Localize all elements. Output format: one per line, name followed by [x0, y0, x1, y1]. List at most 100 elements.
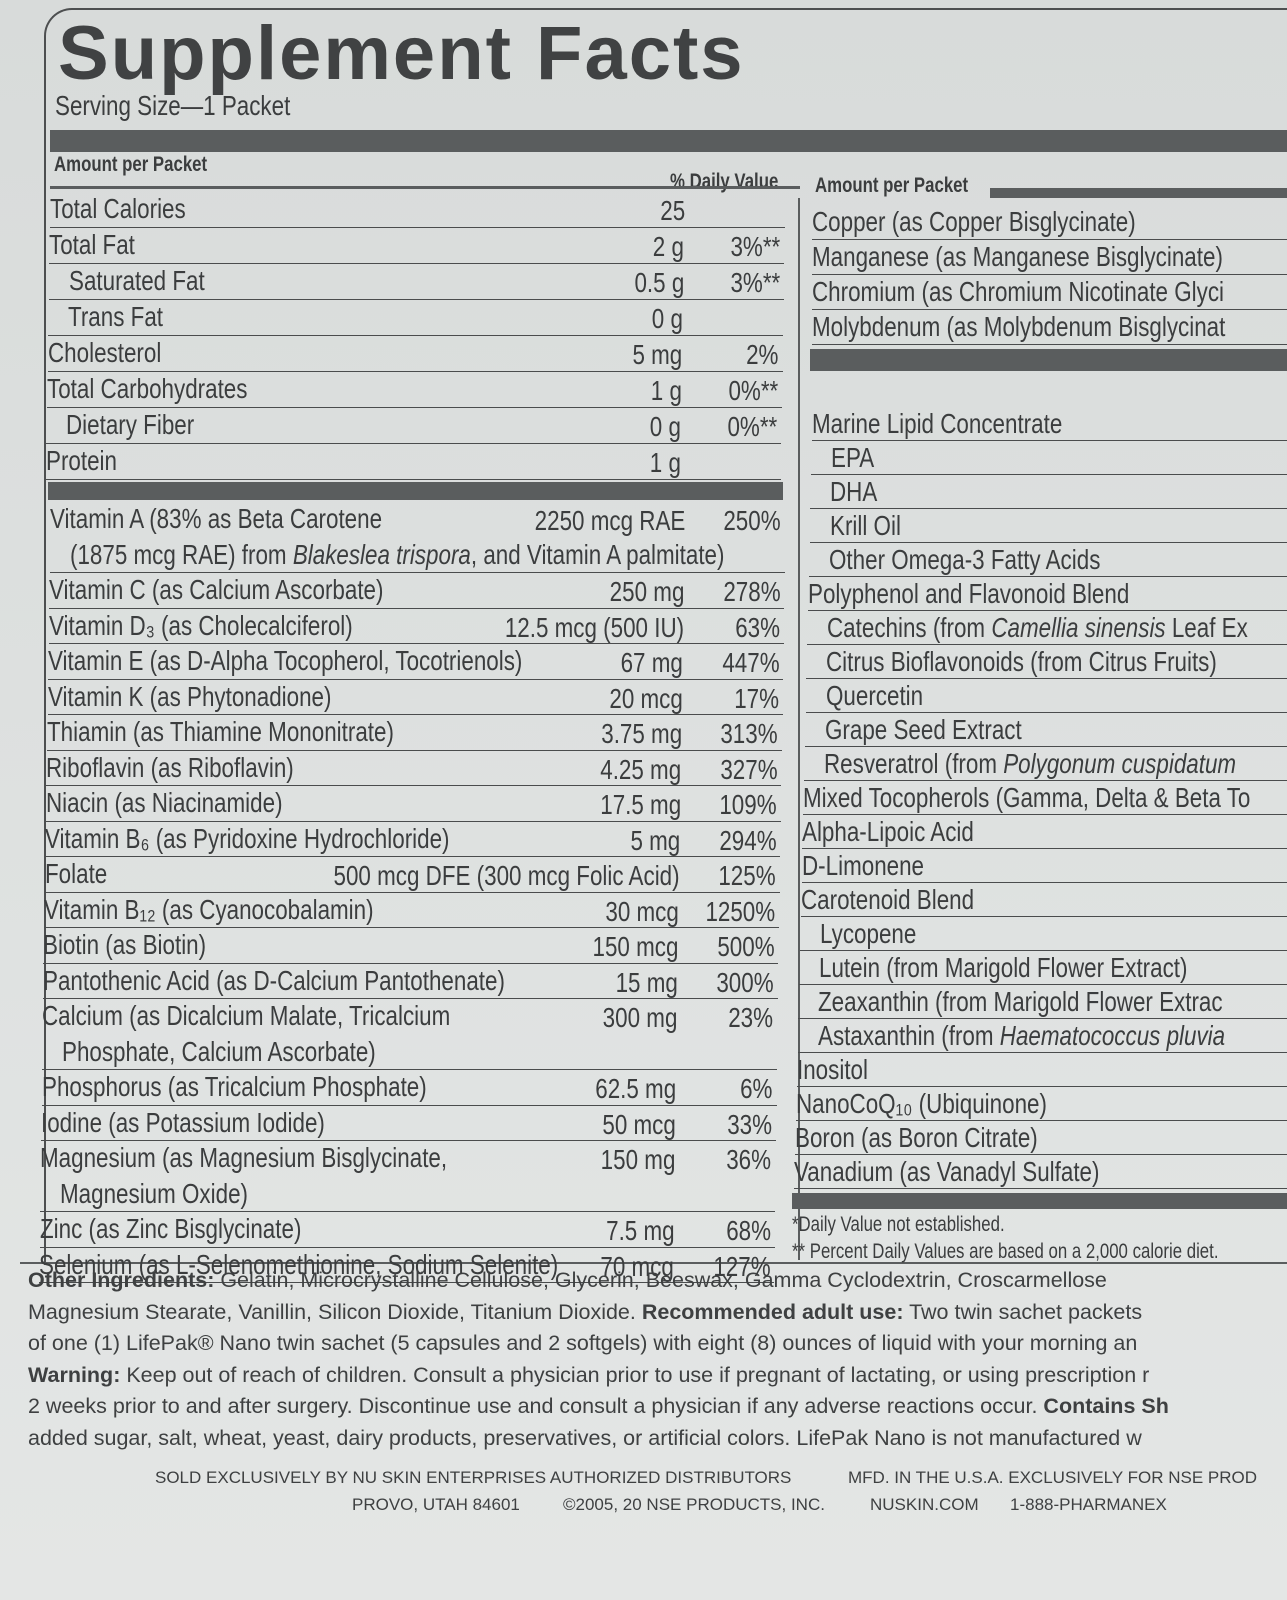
- daily-value: 6%: [732, 1072, 772, 1106]
- name-segment: Selenium (as L-Selenomethionine, Sodium …: [39, 1248, 559, 1280]
- dv-text: 109%: [719, 789, 777, 820]
- dv-text: 278%: [723, 576, 781, 607]
- name-line: Biotin (as Biotin): [43, 928, 206, 962]
- amount: 67 mg: [605, 646, 683, 680]
- name-segment: Vitamin D₃ (as Cholecalciferol): [48, 609, 353, 641]
- name-line: Vitamin B₁₂ (as Cyanocobalamin): [44, 893, 374, 927]
- daily-value: 1250%: [688, 895, 775, 929]
- ingredient-name: Grape Seed Extract: [825, 713, 1071, 747]
- name-line: Other Omega-3 Fatty Acids: [829, 543, 1100, 577]
- name-line: Vitamin D₃ (as Cholecalciferol): [49, 609, 353, 643]
- amount-text: 150 mcg: [592, 931, 679, 962]
- amount-text: 67 mg: [620, 647, 684, 678]
- ingredient-row: Molybdenum (as Molybdenum Bisglycinat: [812, 310, 1287, 345]
- ingredient-name: Manganese (as Manganese Bisglycinate): [812, 240, 1287, 274]
- amount: 12.5 mcg (500 IU): [460, 611, 684, 645]
- ingredient-row: NanoCoQ₁₀ (Ubiquinone): [796, 1087, 1287, 1121]
- amount-text: 3.75 mg: [601, 718, 682, 749]
- ingredient-name: EPA: [831, 441, 885, 475]
- name-line: Chromium (as Chromium Nicotinate Glyci: [812, 275, 1224, 309]
- name-line: Vitamin A (83% as Beta Carotene: [50, 502, 382, 536]
- nutrient-row: Vitamin B₆ (as Pyridoxine Hydrochloride)…: [45, 822, 781, 857]
- ingredient-name: Copper (as Copper Bisglycinate): [812, 205, 1217, 239]
- dv-text: 3%**: [729, 267, 780, 298]
- nutrient-row: Iodine (as Potassium Iodide) 50 mcg 33%: [41, 1106, 776, 1141]
- name-segment: Catechins (from: [827, 612, 992, 643]
- name-segment: Dietary Fiber: [66, 409, 195, 440]
- name-line: Citrus Bioflavonoids (from Citrus Fruits…: [826, 645, 1217, 679]
- right-header: Amount per Packet: [815, 174, 1006, 198]
- nutrient-name: Magnesium (as Magnesium Bisglycinate,: [40, 1141, 549, 1175]
- ingredient-name: Chromium (as Chromium Nicotinate Glyci: [812, 275, 1287, 309]
- name-line: Vanadium (as Vanadyl Sulfate): [794, 1155, 1099, 1189]
- daily-value: 125%: [704, 859, 776, 893]
- amount-text: 0.5 g: [633, 267, 684, 298]
- amount: 15 mg: [600, 966, 678, 1000]
- name-segment: Copper (as Copper Bisglycinate): [812, 206, 1136, 237]
- name-line: Marine Lipid Concentrate: [812, 407, 1062, 441]
- name-segment: Saturated Fat: [68, 265, 205, 296]
- nutrient-name: Trans Fat: [68, 300, 187, 334]
- amount: 5 mg: [620, 338, 683, 372]
- name-line: Folate: [45, 857, 107, 891]
- dv-header: % Daily Value: [670, 170, 805, 194]
- name-segment: EPA: [831, 442, 875, 473]
- amount: 1 g: [642, 446, 681, 480]
- dv-text: 127%: [712, 1250, 771, 1282]
- name-segment: Grape Seed Extract: [824, 714, 1022, 745]
- nutrient-row: Biotin (as Biotin) 150 mcg 500%: [43, 928, 779, 964]
- name-segment: Camellia sinensis: [991, 612, 1166, 643]
- name-segment: Niacin (as Niacinamide): [45, 787, 283, 818]
- name-segment: Biotin (as Biotin): [43, 929, 207, 960]
- thick-rule: [810, 349, 1287, 371]
- nutrient-name: Magnesium Oxide): [60, 1177, 295, 1211]
- amount-text: 62.5 mg: [595, 1073, 677, 1104]
- daily-value: 3%**: [718, 230, 781, 264]
- nutrient-name: Zinc (as Zinc Bisglycinate): [40, 1212, 367, 1246]
- name-line: Riboflavin (as Riboflavin): [46, 751, 294, 785]
- ingredient-row: EPA: [811, 441, 1287, 475]
- name-segment: Trans Fat: [68, 301, 164, 332]
- name-segment: Vitamin E (as D-Alpha Tocopherol, Tocotr…: [48, 645, 523, 676]
- ingredient-row: Catechins (from Camellia sinensis Leaf E…: [807, 611, 1287, 645]
- bold-label: Warning:: [28, 1362, 121, 1387]
- header-rule: [50, 186, 800, 189]
- daily-value: 63%: [724, 611, 780, 645]
- name-segment: Iodine (as Potassium Iodide): [41, 1106, 325, 1138]
- amount: 17.5 mg: [580, 788, 681, 822]
- name-line: EPA: [831, 441, 874, 475]
- name-segment: Vanadium (as Vanadyl Sulfate): [794, 1156, 1100, 1187]
- body-text: Magnesium Stearate, Vanillin, Silicon Di…: [28, 1299, 642, 1324]
- name-segment: , and Vitamin A palmitate): [470, 538, 725, 570]
- ingredient-row: Grape Seed Extract: [804, 713, 1287, 747]
- dv-text: 23%: [728, 1002, 774, 1033]
- ingredient-name: Marine Lipid Concentrate: [812, 407, 1125, 441]
- amount-text: 25: [660, 195, 685, 226]
- name-segment: Quercetin: [825, 680, 923, 711]
- name-segment: Cholesterol: [47, 337, 161, 368]
- name-segment: Mixed Tocopherols (Gamma, Delta & Beta T…: [803, 782, 1251, 813]
- dv-text: 294%: [718, 824, 777, 856]
- name-line: Phosphorus (as Tricalcium Phosphate): [42, 1070, 427, 1104]
- nutrient-name: Protein: [46, 444, 135, 478]
- name-segment: Polyphenol and Flavonoid Blend: [808, 578, 1130, 609]
- nutrient-name: Calcium (as Dicalcium Malate, Tricalcium: [42, 999, 552, 1033]
- nutrient-name: Saturated Fat: [69, 264, 239, 298]
- nutrient-name: Vitamin B₆ (as Pyridoxine Hydrochloride): [45, 822, 551, 856]
- nutrient-row: Vitamin D₃ (as Cholecalciferol) 12.5 mcg …: [48, 609, 784, 645]
- ingredient-name: Zeaxanthin (from Marigold Flower Extrac: [818, 985, 1287, 1019]
- nutrient-name: Pantothenic Acid (as D-Calcium Pantothen…: [43, 964, 620, 998]
- name-segment: Manganese (as Manganese Bisglycinate): [812, 241, 1223, 272]
- name-segment: Thiamin (as Thiamine Mononitrate): [47, 716, 394, 747]
- daily-value: 17%: [723, 682, 779, 716]
- name-line: Dietary Fiber: [66, 408, 194, 442]
- ingredient-name: DHA: [830, 475, 889, 509]
- name-line: Thiamin (as Thiamine Mononitrate): [47, 715, 394, 749]
- daily-value: 0%**: [715, 410, 778, 444]
- name-line: Astaxanthin (from Haematococcus pluvia: [818, 1019, 1225, 1053]
- name-line: Lycopene: [820, 917, 916, 951]
- name-segment: DHA: [830, 476, 878, 507]
- ingredient-row: Resveratrol (from Polygonum cuspidatum: [804, 747, 1287, 781]
- name-segment: Krill Oil: [829, 510, 901, 541]
- dv-text: 125%: [718, 860, 776, 891]
